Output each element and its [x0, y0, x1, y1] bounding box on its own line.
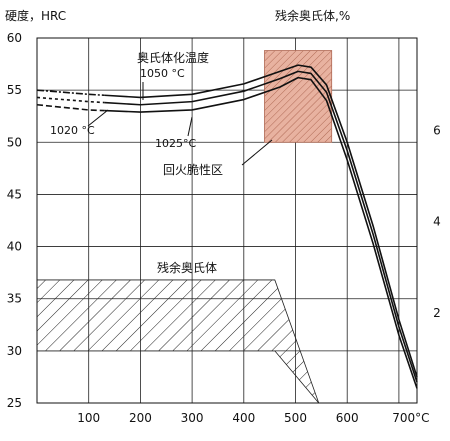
series-group: [36, 64, 418, 389]
series-2-dashed: [36, 103, 105, 112]
annotation-temp-1025: 1025°C: [155, 137, 196, 150]
y-tick-label-5: 50: [7, 135, 22, 149]
y-right-axis-label: 残余奥氏体,%: [275, 8, 350, 23]
y-right-tick-label-2: 6: [433, 123, 441, 137]
series-0-dashed: [36, 89, 105, 97]
leader-brittle-zone: [241, 139, 273, 166]
temper-brittle-zone-region: [264, 50, 333, 143]
y-right-tick-label-0: 2: [433, 306, 441, 320]
leader-1020: [87, 109, 109, 127]
x-tick-label-6: 700°C: [392, 411, 429, 425]
grid-lines: [37, 37, 417, 404]
x-tick-label-5: 600: [336, 411, 359, 425]
series-1-dashed: [36, 96, 105, 104]
retained-austenite-band: [36, 279, 320, 404]
y-tick-label-1: 30: [7, 344, 22, 358]
x-tick-label-0: 100: [77, 411, 100, 425]
annotation-retained-austenite: 残余奥氏体: [157, 260, 217, 275]
y-tick-label-6: 55: [7, 83, 22, 97]
y-tick-label-2: 35: [7, 292, 22, 306]
y-left-axis-label: 硬度，HRC: [5, 8, 66, 23]
series-1-line: [104, 70, 418, 383]
x-tick-label-3: 400: [232, 411, 255, 425]
y-tick-label-4: 45: [7, 187, 22, 201]
y-tick-label-3: 40: [7, 240, 22, 254]
tick-labels: 100 200 300 400 500 600 700°C 25 30 35 40 45 50 55 60 2…: [7, 31, 441, 425]
annotation-temp-1020: 1020 °C: [50, 124, 95, 137]
x-tick-label-1: 200: [129, 411, 152, 425]
x-tick-label-4: 500: [284, 411, 307, 425]
series-0-line: [104, 64, 418, 378]
plot-frame: [36, 37, 418, 404]
annotation-temper-brittle-zone: 回火脆性区: [163, 162, 223, 177]
y-right-tick-label-1: 4: [433, 215, 441, 229]
x-tick-label-2: 300: [181, 411, 204, 425]
y-tick-label-7: 60: [7, 31, 22, 45]
series-2-line: [104, 76, 418, 389]
shaded-regions: [36, 50, 333, 404]
y-tick-label-0: 25: [7, 396, 22, 410]
annotation-quench-title: 奥氏体化温度: [137, 50, 209, 65]
annotation-temp-1050: 1050 °C: [140, 67, 185, 80]
leader-1025: [187, 116, 193, 137]
